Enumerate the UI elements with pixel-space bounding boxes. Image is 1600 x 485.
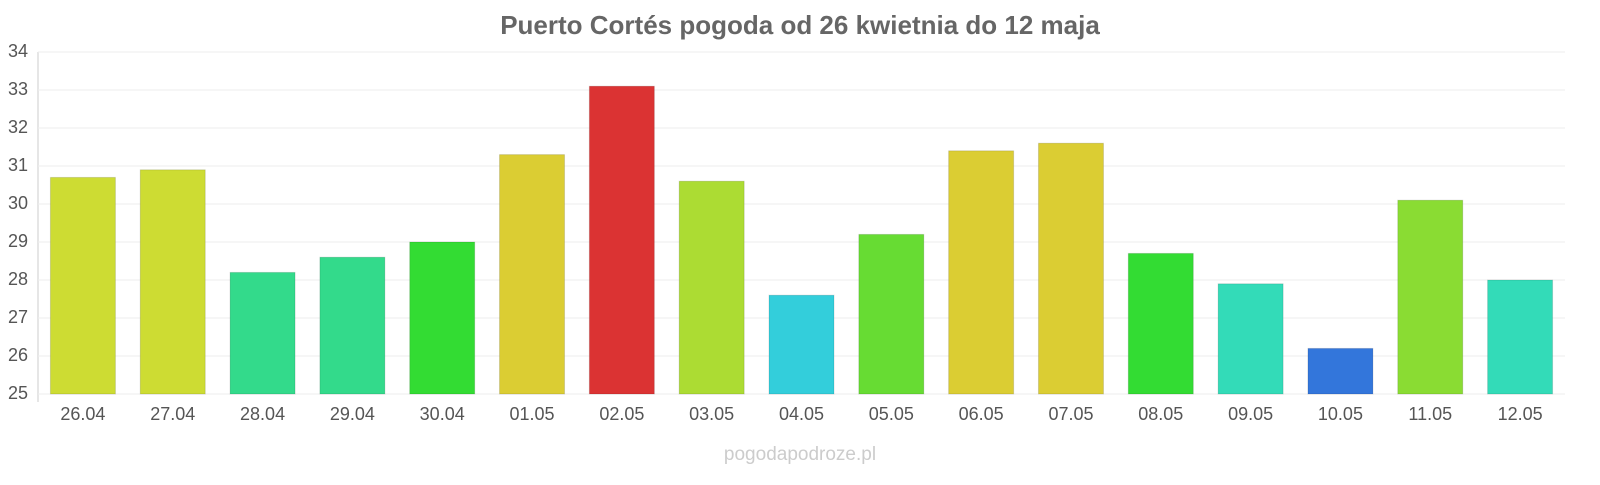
bar	[499, 154, 566, 395]
x-tick-label: 03.05	[689, 404, 734, 424]
bar	[1037, 142, 1104, 395]
y-tick-label: 29	[8, 231, 28, 251]
bar	[1487, 279, 1554, 395]
x-tick-label: 02.05	[599, 404, 644, 424]
bar	[1307, 347, 1374, 395]
bar	[678, 180, 745, 395]
bar	[1217, 283, 1284, 395]
bar	[858, 233, 925, 395]
x-tick-label: 29.04	[330, 404, 375, 424]
bar	[768, 294, 835, 395]
bar	[229, 271, 296, 395]
watermark: pogodapodroze.pl	[724, 444, 876, 465]
y-tick-label: 28	[8, 269, 28, 289]
x-tick-label: 05.05	[869, 404, 914, 424]
y-tick-label: 25	[8, 383, 28, 403]
x-tick-label: 30.04	[420, 404, 465, 424]
x-tick-label: 04.05	[779, 404, 824, 424]
bar	[319, 256, 386, 395]
x-tick-label: 07.05	[1048, 404, 1093, 424]
x-tick-label: 27.04	[150, 404, 195, 424]
x-tick-label: 09.05	[1228, 404, 1273, 424]
bar	[1127, 252, 1194, 395]
y-tick-label: 32	[8, 117, 28, 137]
x-tick-label: 06.05	[959, 404, 1004, 424]
x-tick-label: 10.05	[1318, 404, 1363, 424]
bar	[409, 241, 476, 395]
chart-title: Puerto Cortés pogoda od 26 kwietnia do 1…	[500, 10, 1100, 40]
bar	[948, 150, 1015, 395]
y-tick-label: 26	[8, 345, 28, 365]
x-tick-label: 26.04	[60, 404, 105, 424]
bar	[139, 169, 206, 395]
x-tick-label: 01.05	[510, 404, 555, 424]
bar	[49, 176, 116, 395]
y-tick-label: 30	[8, 193, 28, 213]
y-tick-label: 31	[8, 155, 28, 175]
x-tick-label: 12.05	[1498, 404, 1543, 424]
x-tick-label: 28.04	[240, 404, 285, 424]
bar	[588, 85, 655, 395]
y-tick-label: 33	[8, 79, 28, 99]
y-tick-label: 34	[8, 41, 28, 61]
y-tick-label: 27	[8, 307, 28, 327]
bar	[1397, 199, 1464, 395]
x-tick-label: 11.05	[1408, 404, 1452, 424]
x-tick-label: 08.05	[1138, 404, 1183, 424]
